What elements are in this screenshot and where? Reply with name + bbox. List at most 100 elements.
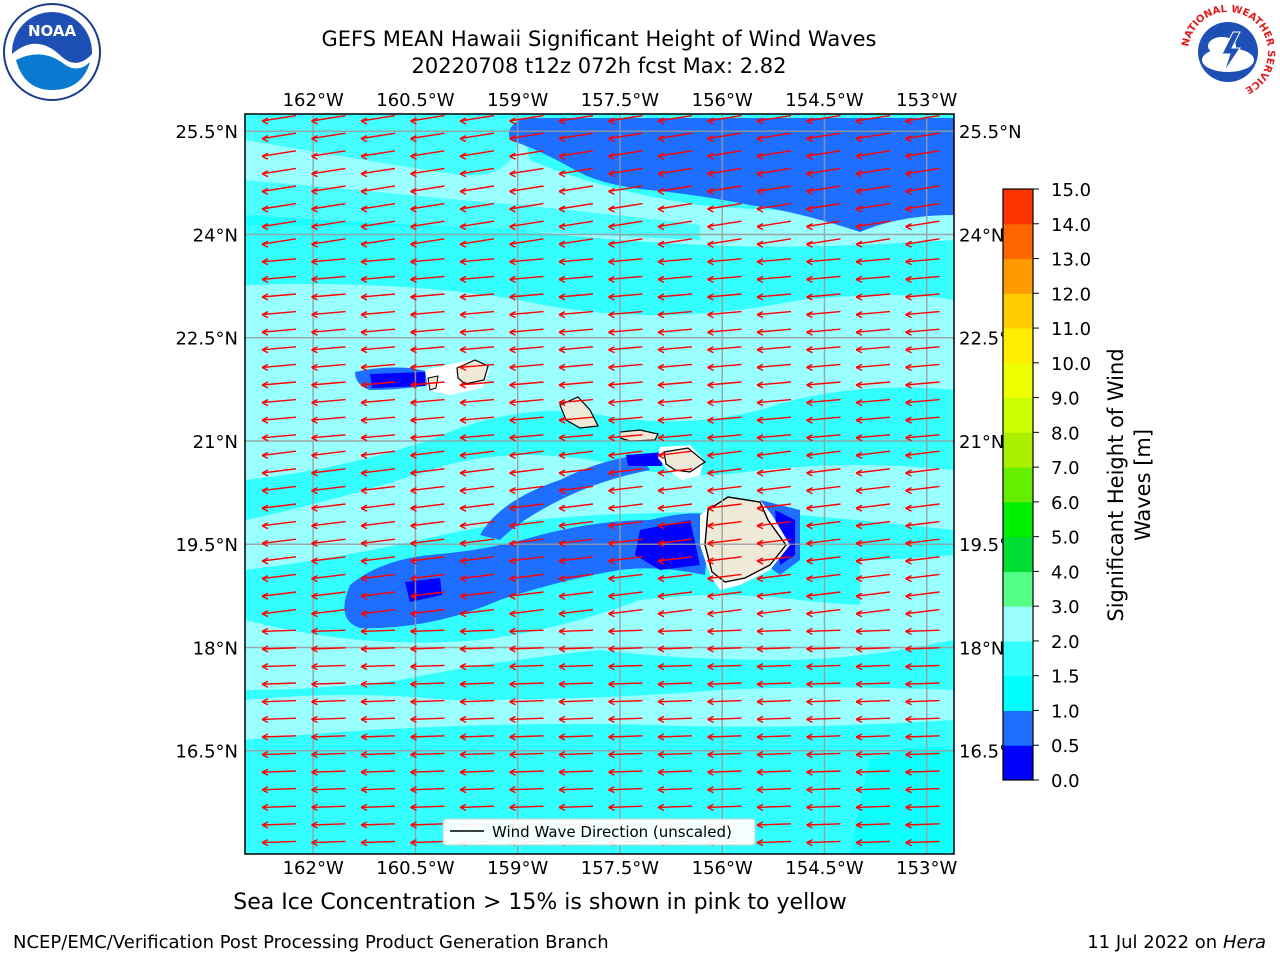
wind-arrow <box>410 416 445 424</box>
wind-arrow <box>608 293 643 301</box>
wind-arrow <box>261 698 297 706</box>
wind-arrow <box>707 363 742 372</box>
wind-arrow <box>806 434 841 442</box>
wind-arrow <box>509 662 544 671</box>
wind-arrow <box>558 150 594 160</box>
wind-arrow <box>905 114 940 125</box>
wind-arrow <box>855 733 891 741</box>
wind-arrow <box>657 328 693 336</box>
wind-arrow <box>558 434 594 442</box>
wind-arrow <box>261 310 297 319</box>
wind-arrow <box>806 132 841 143</box>
wind-arrow <box>311 645 346 653</box>
wind-arrow <box>311 591 346 600</box>
wind-arrow <box>905 132 940 143</box>
wind-arrow <box>558 132 594 143</box>
wind-arrow <box>657 238 693 248</box>
wind-arrow <box>756 275 792 284</box>
footer-host: Hera <box>1222 932 1266 953</box>
wind-arrow <box>459 662 495 671</box>
wind-arrow <box>410 608 445 618</box>
wind-arrow <box>459 381 495 389</box>
wind-arrow <box>261 715 297 724</box>
wind-arrow <box>558 768 594 776</box>
wind-arrow <box>509 556 544 565</box>
wind-arrow <box>855 503 891 512</box>
lon-label-top: 162°W <box>283 90 344 111</box>
wind-arrow <box>261 363 297 372</box>
wind-arrow <box>707 220 742 231</box>
wind-arrow <box>558 275 594 284</box>
wind-arrow <box>806 468 841 477</box>
wind-arrow <box>756 150 792 160</box>
wind-arrow <box>608 132 643 143</box>
wind-arrow <box>905 573 940 583</box>
colorbar-tick-label: 11.0 <box>1051 319 1091 340</box>
wind-arrow <box>509 363 544 372</box>
wind-arrow <box>261 821 297 829</box>
wind-arrow <box>608 573 643 583</box>
wind-arrow <box>756 167 792 178</box>
wind-arrow <box>707 627 742 636</box>
colorbar-tick-label: 4.0 <box>1051 562 1080 583</box>
wind-arrow <box>905 450 940 460</box>
wind-arrow <box>806 503 841 512</box>
wind-arrow <box>410 363 445 372</box>
colorbar-swatch <box>1003 223 1033 260</box>
wind-arrow <box>410 698 445 706</box>
wind-arrow <box>608 416 643 424</box>
wind-arrow <box>657 132 693 143</box>
colorbar: 0.0 0.5 1.0 1.5 2.0 3.0 4.0 5.0 6.0 7.0 8.0 9.0 10.0… <box>1002 180 1091 792</box>
wind-arrow <box>707 328 742 336</box>
wind-arrow <box>410 328 445 336</box>
lat-label-left: 25.5°N <box>175 122 238 143</box>
wind-arrow <box>657 503 693 512</box>
wind-arrow <box>509 468 544 477</box>
wind-arrow <box>311 698 346 706</box>
wind-arrow <box>459 556 495 565</box>
wind-arrow <box>905 238 940 248</box>
wind-arrow <box>311 398 346 407</box>
wind-arrow <box>855 167 891 178</box>
wind-arrow <box>905 556 940 565</box>
wind-arrow <box>261 434 297 442</box>
wind-arrow <box>756 803 792 812</box>
wind-arrow <box>558 310 594 319</box>
wind-arrow <box>806 838 841 847</box>
wind-arrow <box>806 346 841 354</box>
wind-arrow <box>459 328 495 336</box>
wind-arrow <box>657 645 693 653</box>
wind-arrow <box>855 150 891 160</box>
wind-arrow <box>756 556 792 565</box>
wind-arrow <box>756 503 792 512</box>
wind-arrow <box>410 645 445 653</box>
wind-arrow <box>806 768 841 776</box>
wind-arrow <box>558 608 594 618</box>
wind-arrow <box>311 538 346 548</box>
wind-arrow <box>509 573 544 583</box>
wind-arrow <box>261 258 297 266</box>
wind-arrow <box>905 202 940 213</box>
colorbar-swatch <box>1003 571 1033 607</box>
wind-arrow <box>410 538 445 548</box>
wind-arrow <box>558 220 594 231</box>
wind-arrow <box>657 468 693 477</box>
wind-arrow <box>558 750 594 759</box>
lat-label-left: 21°N <box>193 432 238 453</box>
wind-arrow <box>410 258 445 266</box>
wind-arrow <box>311 293 346 301</box>
wind-arrow <box>459 310 495 319</box>
wind-arrow <box>558 520 594 530</box>
wind-arrow <box>756 786 792 794</box>
wind-arrow <box>459 185 495 196</box>
wind-arrow <box>855 698 891 706</box>
wind-arrow <box>459 132 495 143</box>
wind-arrow <box>756 258 792 266</box>
wind-arrow <box>657 733 693 741</box>
wind-arrow <box>905 803 940 812</box>
wind-arrow <box>806 150 841 160</box>
wind-arrow <box>806 803 841 812</box>
wind-arrow <box>707 591 742 600</box>
wind-arrow <box>855 450 891 460</box>
wind-arrow <box>410 662 445 671</box>
